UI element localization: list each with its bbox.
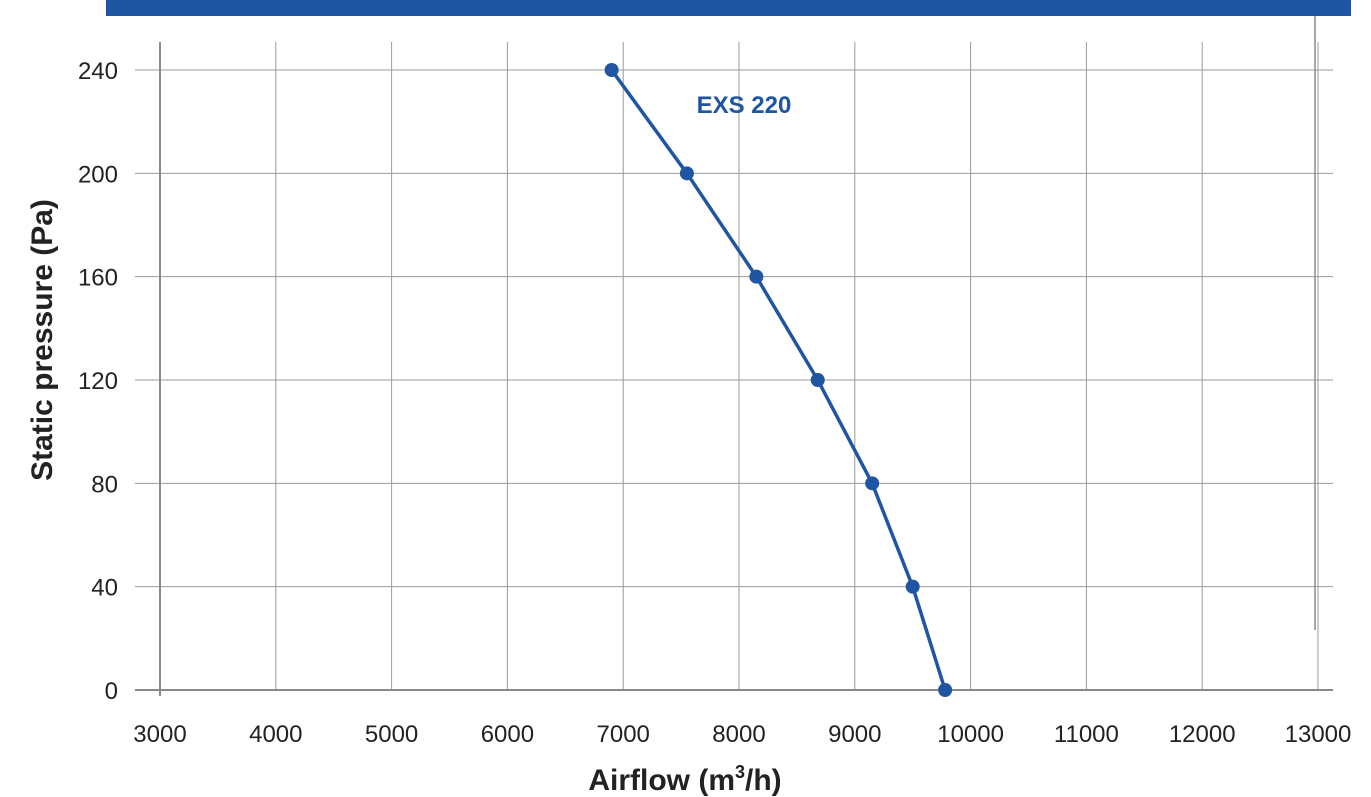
axes <box>135 16 1333 696</box>
y-tick-label-200: 200 <box>78 161 118 188</box>
data-point-200 <box>679 166 694 181</box>
data-point-160 <box>749 269 764 284</box>
data-point-120 <box>810 373 825 387</box>
series-label: EXS 220 <box>697 92 792 119</box>
y-tick-label-160: 160 <box>78 265 118 292</box>
x-tick-label-7000: 7000 <box>597 721 650 748</box>
x-tick-label-11000: 11000 <box>1054 721 1119 748</box>
x-tick-label-4000: 4000 <box>249 721 302 748</box>
x-tick-label-13000: 13000 <box>1285 721 1352 748</box>
y-tick-label-40: 40 <box>91 575 118 602</box>
y-tick-label-0: 0 <box>105 678 118 705</box>
x-tick-label-12000: 12000 <box>1169 721 1236 748</box>
header-banner <box>106 0 1351 16</box>
x-tick-label-10000: 10000 <box>937 721 1004 748</box>
data-point-80 <box>865 476 880 491</box>
y-tick-labels: 0 40 80 120 160 200 240 <box>78 58 118 705</box>
y-tick-label-80: 80 <box>91 471 118 498</box>
data-point-240 <box>604 63 619 77</box>
x-tick-labels: 3000 4000 5000 6000 7000 8000 9000 10000 11000 12… <box>133 721 1351 748</box>
y-tick-label-240: 240 <box>78 58 118 85</box>
x-axis-title: Airflow (m3/h) <box>588 762 781 797</box>
x-tick-label-5000: 5000 <box>365 721 418 748</box>
data-point-0 <box>938 683 953 697</box>
y-axis-title: Static pressure (Pa) <box>26 199 59 481</box>
y-tick-label-120: 120 <box>78 368 118 395</box>
x-tick-label-8000: 8000 <box>712 721 765 748</box>
x-tick-label-3000: 3000 <box>133 721 186 748</box>
x-tick-label-9000: 9000 <box>828 721 881 748</box>
x-tick-label-6000: 6000 <box>481 721 534 748</box>
series-layer: EXS 220 <box>604 63 953 697</box>
data-point-40 <box>905 579 920 594</box>
x-axis-title-superscript: 3 <box>735 762 745 782</box>
x-axis-title-suffix: /h) <box>745 764 782 797</box>
grid <box>135 42 1333 690</box>
